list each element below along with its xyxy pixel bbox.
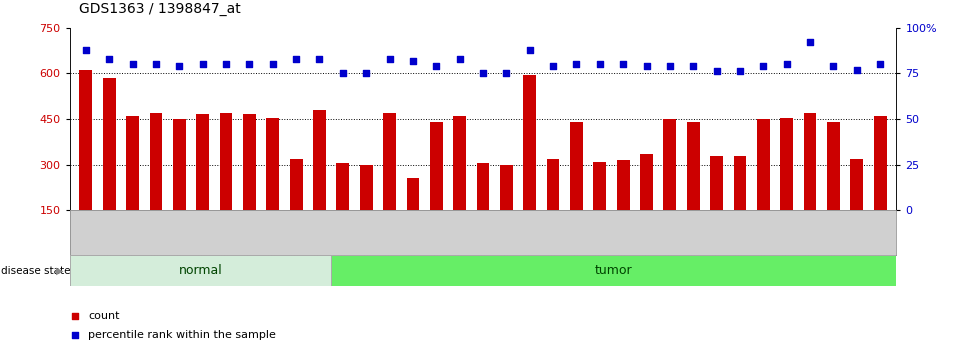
Bar [70,255,331,286]
Point [755,63,771,69]
Text: GDS1363 / 1398847_at: GDS1363 / 1398847_at [79,1,241,16]
Point [358,70,374,76]
Point [779,61,794,67]
Bar [196,115,209,256]
Point [405,58,420,63]
Bar [313,110,326,256]
Point [172,63,187,69]
Point [569,61,584,67]
Point [872,61,888,67]
Bar [524,75,536,256]
Bar [850,159,864,256]
Bar [547,159,559,256]
Bar [219,113,233,256]
Point [429,63,444,69]
Bar [687,122,699,256]
Bar [640,154,653,256]
Bar [570,122,582,256]
Point [382,56,397,61]
Point [78,47,94,52]
Bar [290,159,302,256]
Bar [173,119,185,256]
Text: normal: normal [179,264,222,277]
Bar [664,119,676,256]
Bar [453,116,466,256]
Bar [827,122,839,256]
Point [803,39,818,45]
Bar [710,156,723,256]
Point [242,61,257,67]
Bar [476,163,490,256]
Bar [79,70,93,256]
Point [546,63,561,69]
Point [195,61,211,67]
Text: percentile rank within the sample: percentile rank within the sample [88,330,275,339]
Bar [757,119,770,256]
Bar [336,163,350,256]
Point [289,56,304,61]
Point [335,70,351,76]
Point [615,61,631,67]
Point [356,259,372,264]
Point [475,70,491,76]
Point [826,63,841,69]
Bar [733,156,747,256]
Bar [359,165,373,256]
Point [639,63,654,69]
Bar [150,113,162,256]
Bar [407,178,419,256]
Point [849,67,865,72]
Text: count: count [88,311,120,321]
Bar [243,115,256,256]
Point [662,63,677,69]
Bar [616,160,630,256]
Bar [430,122,442,256]
Point [265,61,280,67]
Text: tumor: tumor [595,264,633,277]
Bar [804,113,816,256]
Bar [873,116,887,256]
Text: disease state: disease state [1,266,71,276]
Bar [593,162,607,256]
Point [452,56,468,61]
Point [498,70,514,76]
Point [101,56,117,61]
Bar [384,113,396,256]
Point [732,69,748,74]
Point [356,86,372,92]
Bar [500,165,513,256]
Bar [781,118,793,256]
Bar [267,118,279,256]
Point [148,61,163,67]
Point [125,61,140,67]
Point [686,63,701,69]
Point [709,69,724,74]
Point [592,61,608,67]
Bar [127,116,139,256]
Bar [102,78,116,256]
Text: ▶: ▶ [56,266,64,276]
Bar [331,255,896,286]
Point [522,47,537,52]
Point [312,56,327,61]
Point [218,61,234,67]
